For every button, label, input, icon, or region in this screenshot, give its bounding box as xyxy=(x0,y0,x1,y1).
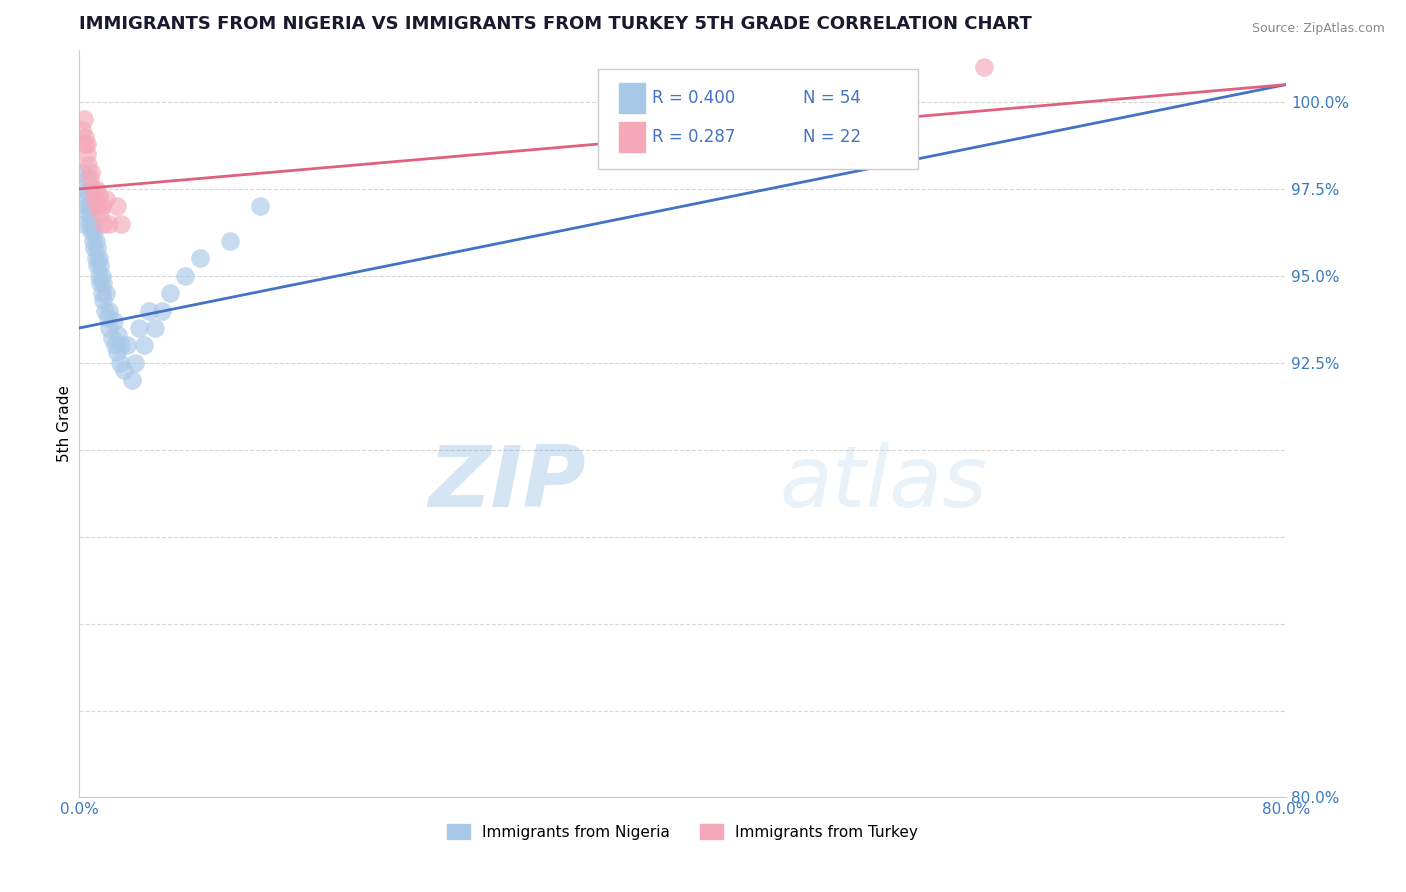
Point xyxy=(86,199,108,213)
Point xyxy=(90,268,112,283)
Point xyxy=(89,276,111,290)
Point xyxy=(249,199,271,213)
Point xyxy=(70,164,93,178)
Point xyxy=(83,192,105,206)
Point xyxy=(138,303,160,318)
Point xyxy=(132,338,155,352)
Point xyxy=(90,286,112,301)
Point xyxy=(72,112,94,127)
Point xyxy=(76,171,98,186)
Point xyxy=(101,331,124,345)
Point xyxy=(150,303,173,318)
Point xyxy=(89,259,111,273)
Bar xyxy=(619,122,645,153)
Point xyxy=(77,186,100,200)
Point xyxy=(76,136,98,151)
Point xyxy=(86,241,108,255)
Legend: Immigrants from Nigeria, Immigrants from Turkey: Immigrants from Nigeria, Immigrants from… xyxy=(440,818,924,846)
Point xyxy=(79,171,101,186)
Text: N = 22: N = 22 xyxy=(803,128,862,146)
Text: atlas: atlas xyxy=(779,442,987,525)
Point xyxy=(86,259,108,273)
Point xyxy=(91,276,114,290)
Point xyxy=(89,206,111,220)
Bar xyxy=(619,84,645,113)
Point xyxy=(107,328,129,343)
Point xyxy=(80,224,103,238)
Point xyxy=(112,363,135,377)
Point xyxy=(87,268,110,283)
Point xyxy=(83,241,105,255)
Point xyxy=(76,147,98,161)
Point xyxy=(98,217,121,231)
Text: Source: ZipAtlas.com: Source: ZipAtlas.com xyxy=(1251,22,1385,36)
Point xyxy=(82,234,104,248)
Point xyxy=(79,199,101,213)
Point xyxy=(79,217,101,231)
Point xyxy=(91,217,114,231)
FancyBboxPatch shape xyxy=(598,69,918,169)
Point xyxy=(91,293,114,308)
Point xyxy=(105,345,128,359)
Point xyxy=(973,60,995,74)
Point xyxy=(80,164,103,178)
Point xyxy=(70,123,93,137)
Point xyxy=(124,356,146,370)
Point xyxy=(110,217,132,231)
Point xyxy=(82,217,104,231)
Point xyxy=(75,136,97,151)
Point xyxy=(96,192,118,206)
Point xyxy=(98,303,121,318)
Point xyxy=(159,286,181,301)
Point xyxy=(94,303,117,318)
Point xyxy=(96,286,118,301)
Point xyxy=(77,158,100,172)
Point xyxy=(143,321,166,335)
Point xyxy=(80,206,103,220)
Point xyxy=(110,338,132,352)
Point xyxy=(76,199,98,213)
Point xyxy=(98,321,121,335)
Point xyxy=(117,338,139,352)
Point xyxy=(87,189,110,203)
Point xyxy=(72,217,94,231)
Text: N = 54: N = 54 xyxy=(803,89,860,107)
Y-axis label: 5th Grade: 5th Grade xyxy=(58,385,72,462)
Point xyxy=(108,356,131,370)
Text: R = 0.287: R = 0.287 xyxy=(652,128,735,146)
Point xyxy=(69,182,91,196)
Point xyxy=(75,129,97,144)
Point xyxy=(90,199,112,213)
Point xyxy=(103,314,125,328)
Point xyxy=(82,182,104,196)
Text: IMMIGRANTS FROM NIGERIA VS IMMIGRANTS FROM TURKEY 5TH GRADE CORRELATION CHART: IMMIGRANTS FROM NIGERIA VS IMMIGRANTS FR… xyxy=(79,15,1032,33)
Point xyxy=(75,192,97,206)
Point xyxy=(77,206,100,220)
Point xyxy=(188,252,211,266)
Point xyxy=(219,234,242,248)
Point xyxy=(83,224,105,238)
Point xyxy=(105,199,128,213)
Point xyxy=(173,268,195,283)
Point xyxy=(84,252,107,266)
Point xyxy=(84,234,107,248)
Point xyxy=(97,310,120,325)
Text: R = 0.400: R = 0.400 xyxy=(652,89,735,107)
Text: ZIP: ZIP xyxy=(429,442,586,525)
Point xyxy=(121,373,143,387)
Point xyxy=(128,321,150,335)
Point xyxy=(104,338,127,352)
Point xyxy=(84,182,107,196)
Point xyxy=(87,252,110,266)
